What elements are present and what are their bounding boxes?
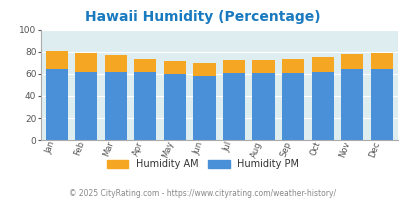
Bar [104,55,127,72]
Bar [252,73,274,140]
Bar [311,57,333,72]
Bar [75,72,97,140]
Bar [164,61,185,74]
Bar [134,72,156,140]
Bar [46,51,68,68]
Bar [193,76,215,140]
Bar [252,60,274,73]
Bar [222,60,245,73]
Bar [222,73,245,140]
Bar [75,53,97,72]
Bar [164,74,185,140]
Legend: Humidity AM, Humidity PM: Humidity AM, Humidity PM [102,155,303,173]
Bar [134,59,156,72]
Bar [281,59,303,73]
Bar [46,68,68,140]
Text: Hawaii Humidity (Percentage): Hawaii Humidity (Percentage) [85,10,320,24]
Bar [193,63,215,76]
Bar [104,72,127,140]
Bar [370,53,392,68]
Bar [281,73,303,140]
Bar [340,68,362,140]
Bar [340,54,362,68]
Bar [370,68,392,140]
Bar [311,72,333,140]
Text: © 2025 CityRating.com - https://www.cityrating.com/weather-history/: © 2025 CityRating.com - https://www.city… [69,189,336,198]
